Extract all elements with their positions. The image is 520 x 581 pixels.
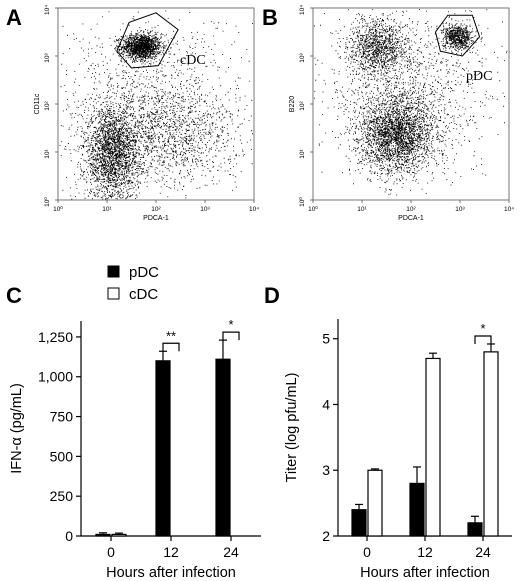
- x-axis-label: Hours after infection: [360, 565, 490, 581]
- x-axis-label: Hours after infection: [106, 565, 236, 581]
- bar-cdc-12h: [425, 357, 441, 537]
- flow-plot-a: cDC 10⁰ 10¹ 10² 10³ 10⁴ 10⁰ 10¹ 10² 10³ 10⁴ PDCA-1 C…: [34, 5, 259, 222]
- panel-letter-a: A: [6, 5, 22, 30]
- y-tick-label: 5: [322, 331, 330, 347]
- x-tick-label: 24: [475, 544, 491, 560]
- legend-label-pdc: pDC: [129, 264, 159, 281]
- y-tick-label: 250: [50, 488, 74, 504]
- x-tick-label: 24: [223, 544, 239, 560]
- significance-bracket: [162, 342, 180, 352]
- y-tick-label: 0: [65, 528, 73, 544]
- gate-polygon: [434, 14, 481, 57]
- y-tick-label: 750: [50, 409, 74, 425]
- y-tick-label: 10¹: [299, 148, 306, 158]
- y-tick-label: 3: [322, 462, 330, 478]
- bar-cdc-0h: [367, 469, 383, 537]
- y-tick-label: 10²: [299, 100, 306, 110]
- events-dots: [314, 9, 508, 196]
- y-tick-label: 10²: [44, 100, 51, 110]
- x-tick-label: 10²: [151, 206, 161, 213]
- significance-label: **: [166, 328, 176, 343]
- bar-cdc-0h: [111, 533, 127, 537]
- flow-plot-b: pDC 10⁰ 10¹ 10² 10³ 10⁴ 10⁰ 10¹ 10² 10³ 10⁴ PDCA-1 B…: [289, 5, 514, 222]
- x-tick-label: 10⁰: [53, 205, 63, 213]
- x-tick-label: 10⁴: [249, 206, 259, 213]
- y-tick-label: 1,250: [38, 329, 73, 345]
- y-tick-label: 10⁰: [298, 197, 306, 207]
- gate-polygon: [116, 12, 179, 69]
- x-tick-label: 0: [363, 544, 371, 560]
- significance-label: *: [228, 317, 233, 332]
- y-axis-label: IFN-α (pg/mL): [9, 383, 25, 474]
- gate-label: pDC: [466, 69, 492, 84]
- gate-label: cDC: [180, 53, 206, 68]
- significance-bracket: [222, 331, 240, 341]
- y-tick-label: 1,000: [38, 369, 73, 385]
- x-tick-label: 10⁰: [308, 205, 318, 213]
- x-tick-label: 10³: [200, 206, 210, 213]
- bar-cdc-24h: [483, 351, 499, 537]
- bar-pdc-12h: [409, 482, 425, 537]
- y-tick-label: 500: [50, 448, 74, 464]
- x-axis-label: PDCA-1: [143, 215, 169, 222]
- legend: pDC cDC: [107, 264, 159, 303]
- legend-swatch-cdc: [107, 287, 120, 300]
- legend-label-cdc: cDC: [129, 286, 158, 303]
- y-tick-label: 10⁴: [299, 5, 306, 15]
- y-axis-label: Titer (log pfu/mL): [284, 373, 300, 483]
- y-axis-label: B220: [289, 96, 296, 112]
- bar-pdc-12h: [155, 360, 171, 537]
- bar-pdc-0h: [95, 533, 111, 537]
- x-tick-label: 10¹: [357, 206, 367, 213]
- y-tick-label: 10¹: [44, 148, 51, 158]
- panel-letter-b: B: [262, 5, 278, 30]
- y-tick-label: 2: [322, 528, 330, 544]
- events-dots: [59, 10, 253, 200]
- bar-pdc-0h: [351, 509, 367, 537]
- bar-pdc-24h: [215, 358, 231, 537]
- y-tick-label: 10³: [299, 52, 306, 62]
- y-tick-label: 10⁴: [44, 5, 51, 15]
- x-tick-label: 10⁴: [504, 206, 514, 213]
- bar-chart-d: 2 3 4 5 0 12 24 * Hours after infection Titer (lo…: [284, 319, 512, 581]
- y-tick-label: 10³: [44, 52, 51, 62]
- x-tick-label: 10³: [455, 206, 465, 213]
- x-tick-label: 10²: [406, 206, 416, 213]
- y-tick-label: 10⁰: [43, 197, 51, 207]
- x-tick-label: 0: [107, 544, 115, 560]
- panel-letter-d: D: [264, 283, 280, 308]
- y-axis-label: CD11c: [34, 93, 41, 114]
- y-tick-label: 4: [322, 396, 330, 412]
- x-tick-label: 12: [163, 544, 179, 560]
- significance-label: *: [480, 321, 485, 336]
- x-axis-label: PDCA-1: [398, 215, 424, 222]
- panel-letter-c: C: [6, 283, 22, 308]
- x-tick-label: 10¹: [102, 206, 112, 213]
- bar-pdc-24h: [467, 522, 483, 537]
- significance-bracket: [474, 335, 492, 344]
- legend-swatch-pdc: [107, 265, 120, 278]
- x-tick-label: 12: [417, 544, 433, 560]
